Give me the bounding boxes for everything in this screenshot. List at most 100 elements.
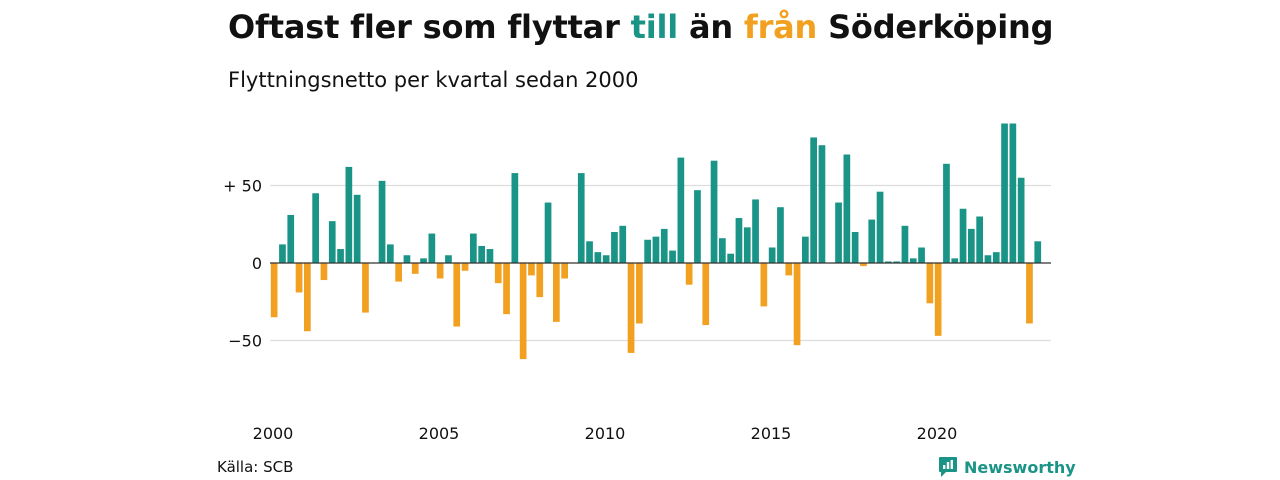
bar — [951, 258, 959, 263]
bar — [636, 263, 643, 324]
title-text-2: än — [678, 8, 744, 46]
bar — [561, 263, 568, 279]
bar — [478, 245, 485, 263]
bar — [279, 244, 286, 263]
bar — [802, 236, 809, 263]
bar — [577, 173, 585, 263]
bar — [453, 263, 461, 327]
y-tick-label: + 50 — [223, 177, 262, 196]
bar — [777, 207, 784, 263]
bar — [652, 236, 660, 263]
bar — [328, 221, 336, 263]
x-tick-label: 2010 — [585, 424, 626, 443]
bar — [295, 263, 303, 293]
bar — [876, 191, 884, 263]
bar — [943, 163, 950, 263]
bar — [968, 228, 975, 263]
title-text-3: Söderköping — [817, 8, 1054, 46]
bar — [810, 137, 817, 263]
bar — [1001, 123, 1008, 263]
bar — [428, 233, 436, 263]
chart-title: Oftast fler som flyttar till än från Söd… — [228, 8, 1053, 46]
bar — [420, 258, 427, 263]
bar — [304, 263, 311, 332]
bar — [387, 244, 394, 263]
bar — [619, 225, 627, 263]
x-tick-label: 2020 — [917, 424, 958, 443]
bar — [461, 263, 469, 271]
bar — [735, 218, 743, 263]
bar — [403, 255, 411, 263]
bar — [660, 228, 668, 263]
x-tick-label: 2005 — [419, 424, 460, 443]
bar — [287, 214, 295, 263]
bar — [785, 263, 793, 276]
bar — [860, 263, 867, 267]
bar — [486, 249, 494, 263]
bar — [1034, 241, 1042, 263]
bar — [719, 238, 726, 263]
bar — [918, 247, 925, 263]
bar — [976, 216, 983, 263]
bar — [528, 263, 535, 276]
y-tick-label: 0 — [252, 254, 262, 273]
bar — [984, 255, 992, 263]
y-tick-label: −50 — [228, 332, 262, 351]
bar — [843, 154, 851, 263]
bar — [494, 263, 502, 284]
bar — [992, 252, 1000, 263]
bar — [851, 232, 859, 263]
bar — [395, 263, 402, 282]
bar — [768, 247, 776, 263]
bar — [926, 263, 934, 304]
bar — [519, 263, 527, 360]
source-note: Källa: SCB — [217, 458, 294, 476]
bar — [1026, 263, 1033, 324]
bar — [959, 208, 967, 263]
bar — [320, 263, 328, 281]
gridlines — [270, 184, 1051, 342]
brand-name: Newsworthy — [964, 457, 1076, 477]
bar — [345, 166, 353, 263]
bar — [353, 194, 361, 263]
bar — [1017, 177, 1025, 263]
bar — [669, 250, 676, 263]
bar — [544, 202, 552, 263]
bar — [337, 249, 344, 263]
chart-subtitle: Flyttningsnetto per kvartal sedan 2000 — [228, 68, 639, 92]
bar — [378, 180, 386, 263]
bar — [868, 219, 876, 263]
bar — [627, 263, 635, 353]
bar — [644, 239, 651, 263]
bar — [470, 233, 477, 263]
bar — [436, 263, 444, 279]
bar — [594, 252, 602, 263]
bar — [602, 255, 610, 263]
bar — [445, 255, 452, 263]
bars — [270, 123, 1042, 360]
bar — [553, 263, 560, 322]
x-tick-label: 2015 — [751, 424, 792, 443]
bar — [885, 261, 892, 263]
bar — [677, 157, 685, 263]
bar — [270, 263, 278, 318]
bar — [909, 258, 917, 263]
bar — [694, 190, 701, 263]
title-text-1: Oftast fler som flyttar — [228, 8, 631, 46]
x-tick-label: 2000 — [253, 424, 294, 443]
bar — [586, 241, 593, 263]
bar — [312, 193, 319, 263]
bar — [685, 263, 693, 285]
title-highlight-till: till — [630, 8, 679, 46]
bar — [611, 232, 618, 263]
bar — [760, 263, 768, 307]
brand-logo: Newsworthy — [938, 456, 1076, 478]
bar — [901, 225, 909, 263]
bar — [536, 263, 544, 298]
bar — [752, 199, 759, 263]
bar — [727, 253, 734, 263]
bar — [411, 263, 419, 274]
newsworthy-logo-icon — [939, 457, 957, 477]
bar — [1009, 123, 1017, 263]
bar — [893, 261, 900, 263]
